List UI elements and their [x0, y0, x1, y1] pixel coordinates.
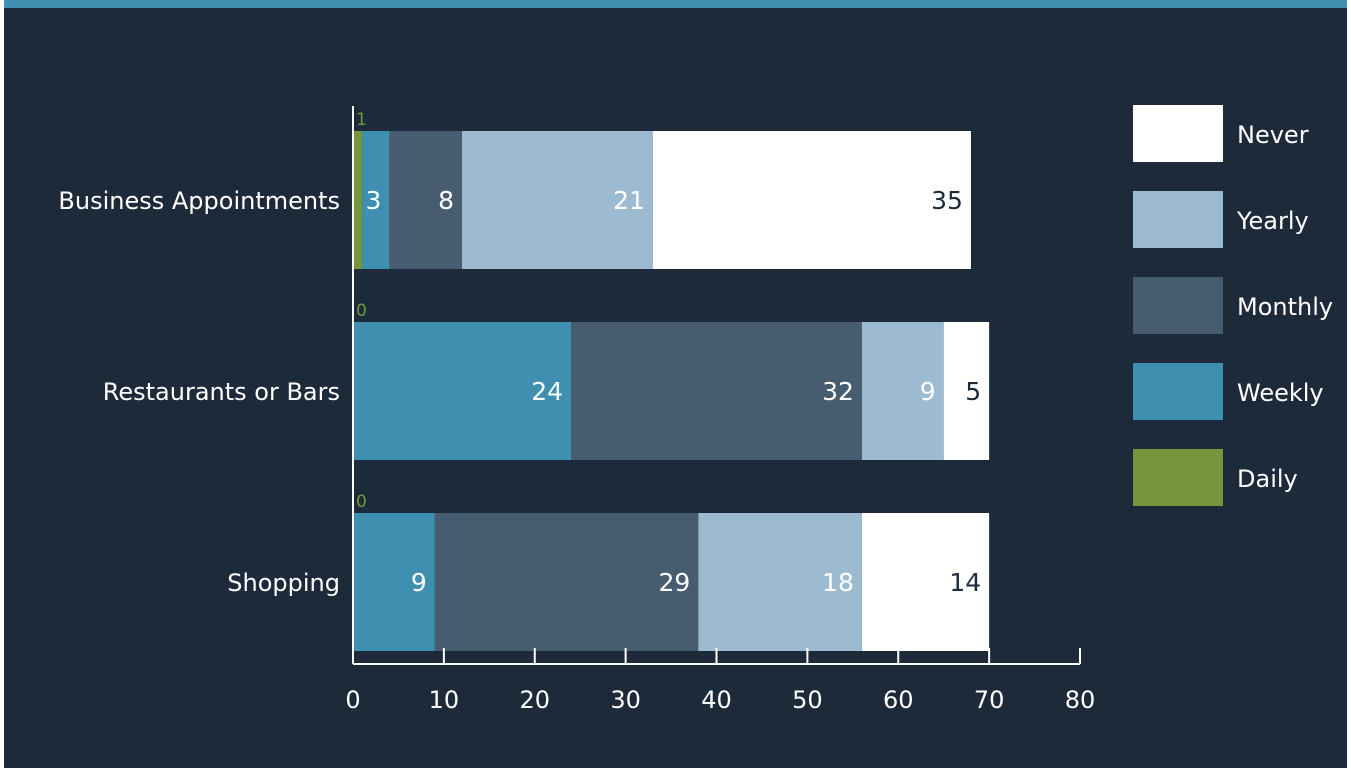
legend-label-never: Never	[1237, 121, 1309, 149]
data-label-yearly: 18	[822, 568, 854, 597]
x-tick-label: 30	[610, 686, 641, 714]
data-label-monthly: 32	[822, 377, 854, 406]
legend-label-yearly: Yearly	[1236, 207, 1309, 235]
x-tick-label: 80	[1065, 686, 1096, 714]
bar-segment-monthly	[389, 131, 463, 269]
legend-label-monthly: Monthly	[1237, 293, 1333, 321]
chart-frame: 1 3 8 21 35 Business Appointments 0 24 32 9 5 Resta…	[4, 0, 1347, 768]
bar-segment-yearly	[698, 513, 862, 651]
bar-segment-never	[652, 131, 971, 269]
data-label-yearly: 21	[613, 186, 645, 215]
data-label-weekly: 3	[365, 186, 381, 215]
data-label-monthly: 8	[438, 186, 454, 215]
category-label: Business Appointments	[58, 187, 340, 215]
x-tick-label: 60	[883, 686, 914, 714]
data-label-weekly: 9	[411, 568, 427, 597]
data-label-daily: 1	[356, 110, 367, 130]
bar-segment-weekly	[353, 513, 435, 651]
bar-segment-weekly	[362, 131, 390, 269]
x-tick-label: 0	[345, 686, 360, 714]
bar-segment-yearly	[462, 131, 653, 269]
x-tick-label: 70	[974, 686, 1005, 714]
bar-segment-yearly	[861, 322, 944, 460]
data-label-never: 5	[965, 377, 981, 406]
legend-swatch-never	[1133, 105, 1223, 162]
data-label-weekly: 24	[531, 377, 563, 406]
bar-segment-daily	[353, 131, 363, 269]
x-tick-label: 50	[792, 686, 823, 714]
x-tick-label: 20	[519, 686, 550, 714]
legend-swatch-weekly	[1133, 363, 1223, 420]
legend-swatch-daily	[1133, 449, 1223, 506]
data-label-never: 14	[949, 568, 981, 597]
legend-label-daily: Daily	[1237, 465, 1298, 493]
x-tick-label: 10	[429, 686, 460, 714]
legend-label-weekly: Weekly	[1237, 379, 1324, 407]
category-label: Restaurants or Bars	[103, 378, 340, 406]
bar-segment-monthly	[571, 322, 862, 460]
data-label-never: 35	[931, 186, 963, 215]
x-tick-label: 40	[701, 686, 732, 714]
legend-swatch-yearly	[1133, 191, 1223, 248]
bar-segment-monthly	[434, 513, 699, 651]
data-label-daily: 0	[356, 301, 367, 321]
bar-segment-weekly	[353, 322, 572, 460]
top-accent-bar	[4, 0, 1347, 8]
legend-swatch-monthly	[1133, 277, 1223, 334]
bar-segment-never	[943, 322, 990, 460]
category-label: Shopping	[227, 569, 340, 597]
data-label-daily: 0	[356, 492, 367, 512]
data-label-yearly: 9	[920, 377, 936, 406]
data-label-monthly: 29	[659, 568, 691, 597]
bar-segment-never	[861, 513, 990, 651]
